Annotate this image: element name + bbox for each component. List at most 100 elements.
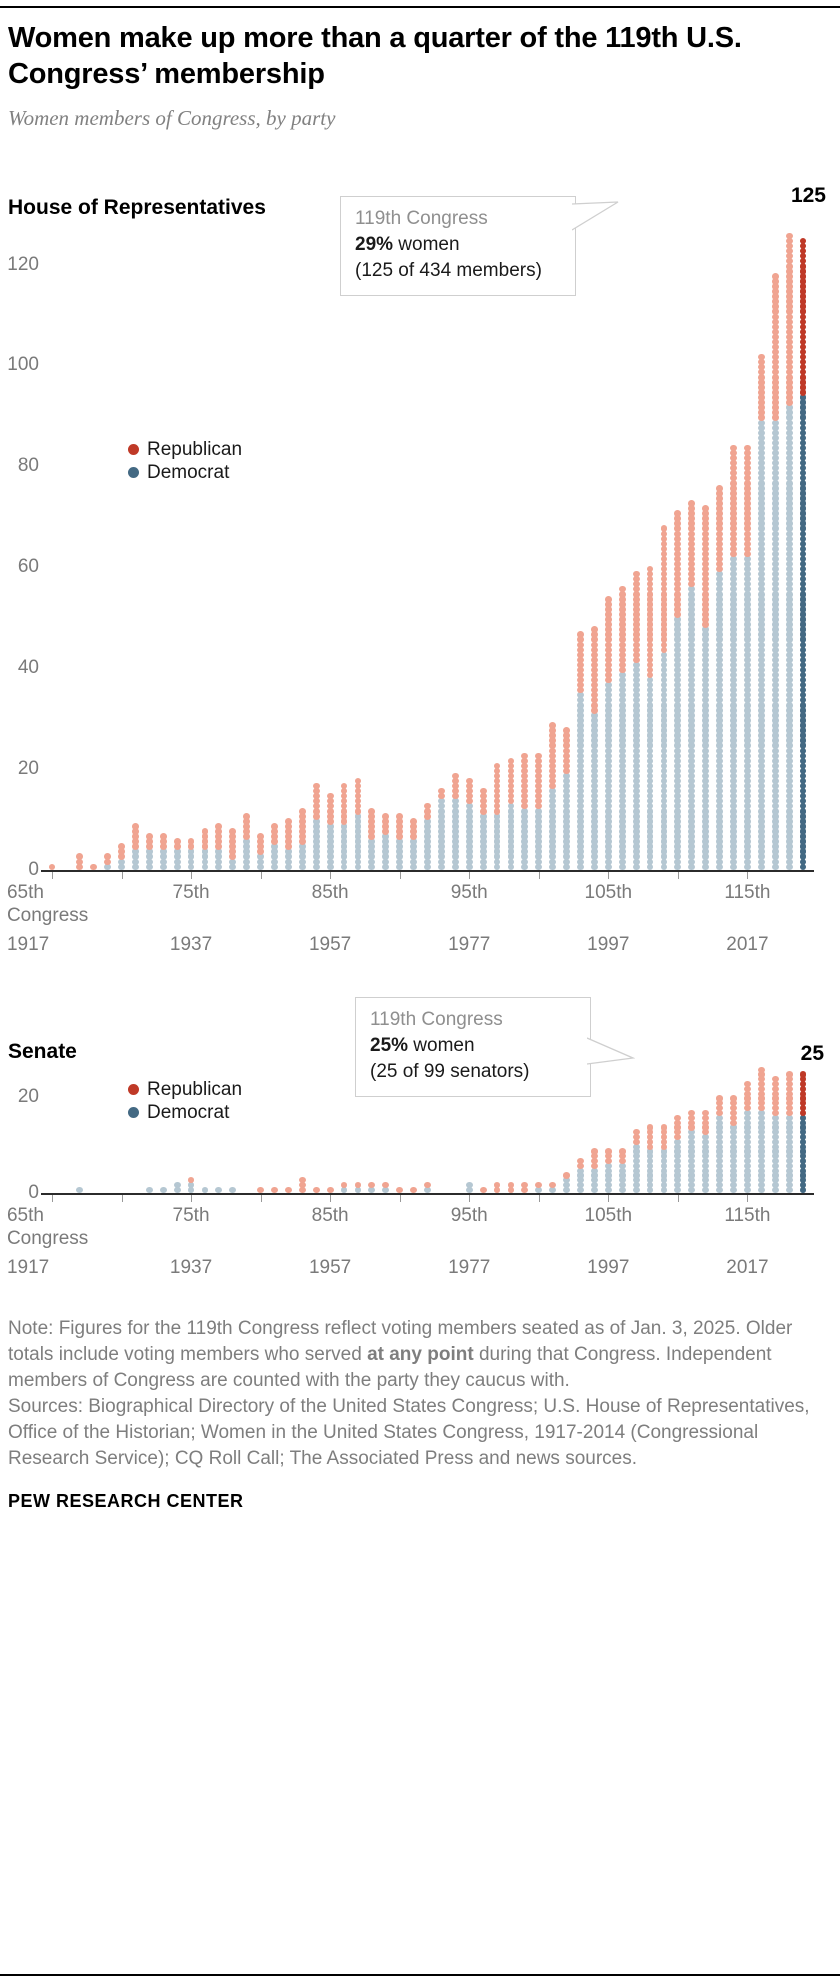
democrat-dot [702,1153,710,1160]
democrat-dot [604,792,612,800]
democrat-dot [646,1157,654,1165]
republican-dot [771,343,779,351]
democrat-dot [757,838,765,845]
democrat-dot [771,1114,779,1121]
democrat-dot [577,692,584,699]
column-69th-congress [101,214,115,870]
republican-dot [118,848,125,855]
callout-detail: (25 of 99 senators) [370,1061,530,1082]
republican-dot [730,449,737,457]
column-89th-congress [379,214,393,870]
democrat-dot [743,752,751,759]
democrat-dot [799,727,807,734]
republican-dot [799,333,807,341]
republican-dot [521,1186,529,1193]
republican-dot [757,399,765,406]
republican-dot [785,348,793,356]
democrat-dot [284,863,292,870]
democrat-dot [785,641,793,648]
republican-dot [716,555,723,563]
republican-dot [535,777,543,785]
democrat-dot [660,757,668,765]
democrat-dot [771,641,779,648]
democrat-dot [632,772,640,780]
democrat-dot [743,853,751,860]
democrat-dot [632,782,640,790]
democrat-dot [757,1114,765,1121]
republican-dot [577,676,584,684]
republican-dot [326,808,334,815]
column-105th-congress [601,214,615,870]
democrat-dot [618,848,626,855]
democrat-dot [716,1143,723,1150]
column-110th-congress [671,1068,685,1193]
column-113th-congress [713,214,727,870]
republican-dot [493,797,501,805]
democrat-dot [604,1162,612,1169]
democrat-dot [771,712,779,719]
democrat-dot [688,1162,696,1169]
republican-dot [799,1076,807,1083]
republican-dot [549,752,557,759]
republican-dot [618,646,626,654]
democrat-dot [785,626,793,633]
republican-dot [563,747,570,754]
democrat-dot [590,1182,598,1189]
republican-dot [716,560,723,568]
democrat-dot [799,772,807,780]
democrat-dot [785,485,793,492]
democrat-dot [590,712,598,719]
democrat-dot [479,828,487,835]
democrat-dot [688,762,696,770]
republican-dot [118,853,125,860]
democrat-dot [688,848,696,855]
republican-dot [549,772,557,780]
democrat-dot [465,818,473,825]
republican-dot [549,742,557,749]
republican-dot [173,843,181,850]
democrat-dot [354,858,362,865]
republican-dot [187,838,195,845]
democrat-dot [730,1124,737,1131]
democrat-dot [785,560,793,568]
democrat-dot [785,1114,793,1121]
democrat-dot [771,1133,779,1141]
democrat-dot [757,752,765,759]
democrat-dot [577,747,584,754]
republican-dot [215,828,223,835]
democrat-dot [507,833,515,840]
democrat-dot [771,681,779,689]
republican-dot [743,485,751,492]
democrat-dot [465,808,473,815]
democrat-dot [757,525,765,532]
democrat-dot [799,621,807,628]
democrat-dot [688,641,696,648]
democrat-dot [702,656,710,664]
democrat-dot [785,444,793,452]
democrat-dot [785,863,793,870]
democrat-dot [743,616,751,623]
republican-dot [785,364,793,371]
republican-dot [660,606,668,613]
democrat-dot [757,520,765,527]
democrat-dot [604,803,612,810]
democrat-dot [618,717,626,724]
democrat-dot [716,1162,723,1169]
republican-dot [632,646,640,654]
democrat-dot [604,692,612,699]
democrat-dot [799,616,807,623]
democrat-dot [577,838,584,845]
republican-dot [799,252,807,260]
republican-dot [688,525,696,532]
democrat-dot [743,1114,751,1121]
democrat-dot [771,475,779,482]
republican-dot [646,641,654,648]
democrat-dot [187,1182,195,1189]
democrat-dot [771,490,779,497]
republican-dot [549,762,557,770]
democrat-dot [674,707,682,714]
democrat-dot [660,656,668,664]
column-117th-congress [768,214,782,870]
democrat-dot [535,828,543,835]
democrat-dot [340,833,348,840]
